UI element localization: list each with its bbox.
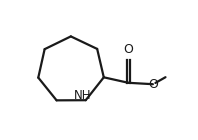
- Text: NH: NH: [74, 89, 92, 102]
- Text: O: O: [123, 43, 133, 56]
- Text: O: O: [148, 78, 158, 91]
